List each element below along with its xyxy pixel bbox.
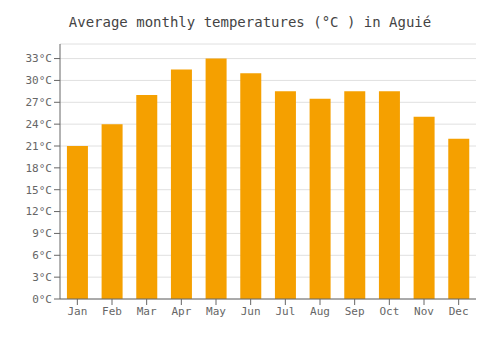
svg-text:15°C: 15°C [26,184,53,197]
svg-text:3°C: 3°C [32,271,52,284]
svg-text:Aug: Aug [310,305,330,318]
svg-text:Mar: Mar [137,305,157,318]
svg-text:Apr: Apr [171,305,191,318]
svg-text:24°C: 24°C [26,118,53,131]
svg-text:Oct: Oct [379,305,399,318]
svg-text:0°C: 0°C [32,293,52,306]
svg-text:30°C: 30°C [26,74,53,87]
svg-text:Dec: Dec [449,305,469,318]
svg-text:12°C: 12°C [26,205,53,218]
svg-text:18°C: 18°C [26,162,53,175]
svg-text:Nov: Nov [414,305,434,318]
html-text:Average monthly temperatures (: Average monthly temperatures (°C ) in Ag… [68,14,432,30]
svg-text:33°C: 33°C [26,52,53,65]
svg-text:Jun: Jun [241,305,261,318]
svg-text:May: May [206,305,226,318]
svg-text:6°C: 6°C [32,249,52,262]
svg-text:21°C: 21°C [26,140,53,153]
svg-text:Feb: Feb [102,305,122,318]
svg-text:9°C: 9°C [32,227,52,240]
svg-text:Jul: Jul [275,305,295,318]
svg-text:Jan: Jan [67,305,87,318]
svg-text:27°C: 27°C [26,96,53,109]
svg-text:Sep: Sep [345,305,365,318]
